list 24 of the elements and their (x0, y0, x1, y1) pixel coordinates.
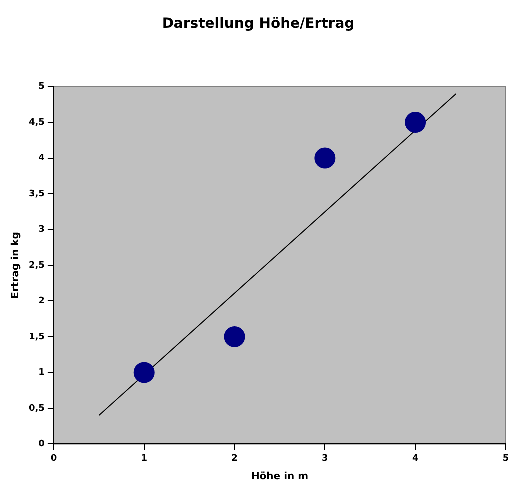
y-tick-label: 0,5 (28, 404, 45, 414)
point (134, 362, 155, 384)
x-tick-label: 3 (322, 454, 328, 464)
y-tick-label: 1,5 (28, 332, 45, 342)
x-tick-label: 4 (412, 454, 419, 464)
y-tick-label: 0 (38, 440, 45, 450)
y-tick-label: 3,5 (28, 189, 45, 200)
y-tick-label: 5 (38, 82, 45, 92)
y-tick-label: 4,5 (28, 118, 45, 128)
x-tick-label: 1 (141, 454, 148, 464)
point (224, 326, 246, 348)
y-tick-label: 3 (38, 225, 45, 236)
point (314, 148, 336, 169)
x-axis-title: Höhe in m (251, 472, 309, 483)
y-tick-label: 2 (38, 296, 45, 307)
y-tick-label: 1 (38, 368, 45, 378)
point (405, 112, 426, 134)
chart-title: Darstellung Höhe/Ertrag (162, 16, 355, 32)
x-tick-label: 5 (502, 454, 510, 464)
x-tick-label: 2 (232, 454, 238, 464)
y-tick-label: 4 (38, 154, 45, 164)
y-axis-title: Ertrag in kg (10, 232, 22, 299)
x-tick-label: 0 (50, 454, 58, 464)
y-tick-label: 2,5 (28, 260, 45, 271)
